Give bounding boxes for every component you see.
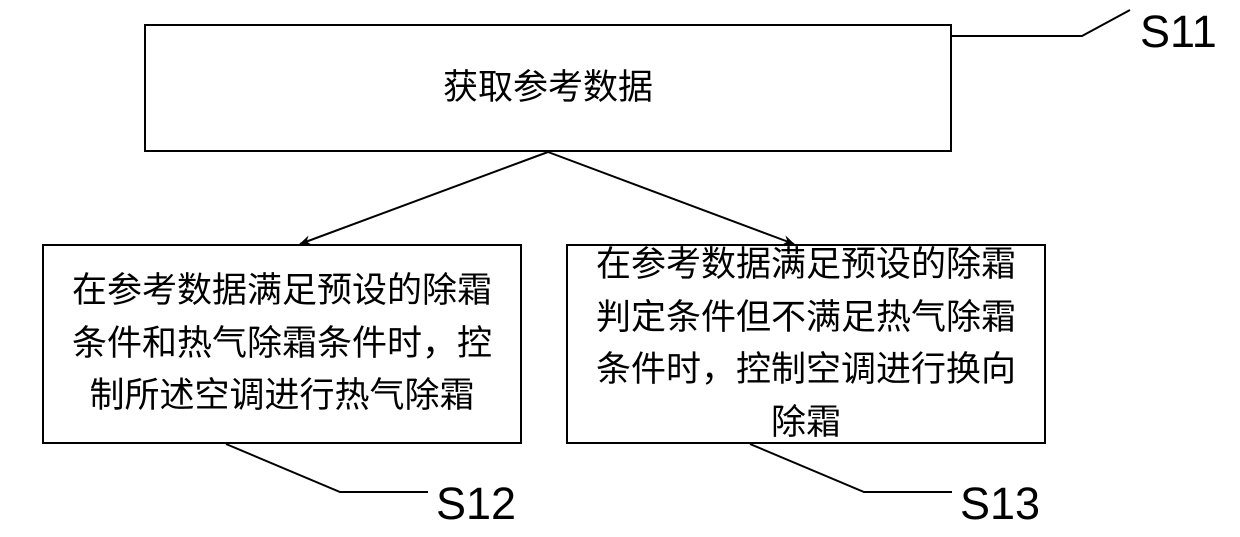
flowchart-canvas: 获取参考数据 在参考数据满足预设的除霜条件和热气除霜条件时，控制所述空调进行热气… <box>0 0 1240 537</box>
flowchart-node-s12: 在参考数据满足预设的除霜条件和热气除霜条件时，控制所述空调进行热气除霜 <box>42 244 522 444</box>
edge-s11-s13 <box>548 152 794 244</box>
callout-s13 <box>750 444 952 492</box>
label-text: S13 <box>960 478 1040 529</box>
edge-s11-s12 <box>300 152 548 244</box>
flowchart-node-s11: 获取参考数据 <box>144 24 952 152</box>
callout-s11 <box>952 10 1130 36</box>
node-text: 在参考数据满足预设的除霜条件和热气除霜条件时，控制所述空调进行热气除霜 <box>68 265 496 423</box>
callout-s12 <box>226 444 428 492</box>
step-label-s13: S13 <box>960 478 1040 530</box>
flowchart-node-s13: 在参考数据满足预设的除霜判定条件但不满足热气除霜条件时，控制空调进行换向除霜 <box>566 244 1046 444</box>
label-text: S12 <box>436 478 516 529</box>
step-label-s11: S11 <box>1140 6 1217 58</box>
node-text: 在参考数据满足预设的除霜判定条件但不满足热气除霜条件时，控制空调进行换向除霜 <box>592 239 1020 449</box>
label-text: S11 <box>1140 6 1217 57</box>
step-label-s12: S12 <box>436 478 516 530</box>
node-text: 获取参考数据 <box>443 62 653 115</box>
